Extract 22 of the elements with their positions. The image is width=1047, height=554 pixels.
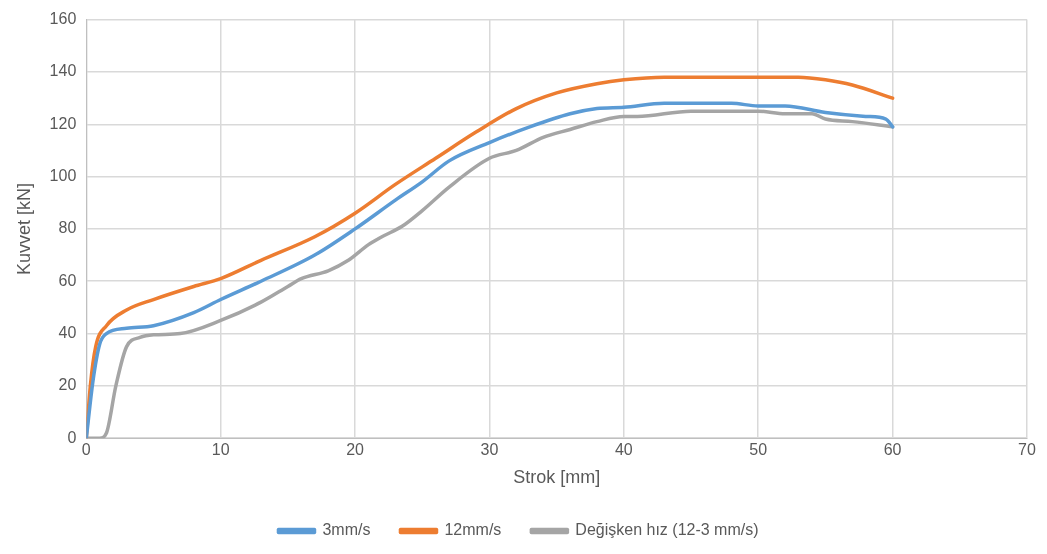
y-tick-label: 160 [49, 10, 77, 28]
y-tick-label: 140 [49, 62, 77, 80]
x-axis-title: Strok [mm] [513, 467, 601, 488]
x-tick-label: 0 [81, 441, 91, 459]
x-tick-label: 10 [211, 441, 230, 459]
legend-label: Değişken hız (12-3 mm/s) [575, 521, 759, 539]
x-tick-label: 40 [614, 441, 633, 459]
y-tick-label: 20 [58, 376, 77, 394]
legend-label: 3mm/s [322, 521, 371, 539]
y-axis-title: Kuvvet [kN] [13, 182, 34, 275]
x-tick-label: 50 [749, 441, 768, 459]
y-tick-label: 80 [58, 219, 77, 237]
x-tick-label: 70 [1018, 441, 1036, 459]
x-tick-label: 60 [883, 441, 902, 459]
x-tick-label: 20 [346, 441, 365, 459]
x-tick-label: 30 [480, 441, 499, 459]
y-tick-label: 0 [67, 428, 77, 446]
y-tick-label: 100 [49, 166, 77, 184]
legend-label: 12mm/s [444, 521, 502, 539]
y-tick-label: 60 [58, 271, 77, 289]
y-tick-label: 120 [49, 114, 77, 132]
y-tick-label: 40 [58, 323, 77, 341]
